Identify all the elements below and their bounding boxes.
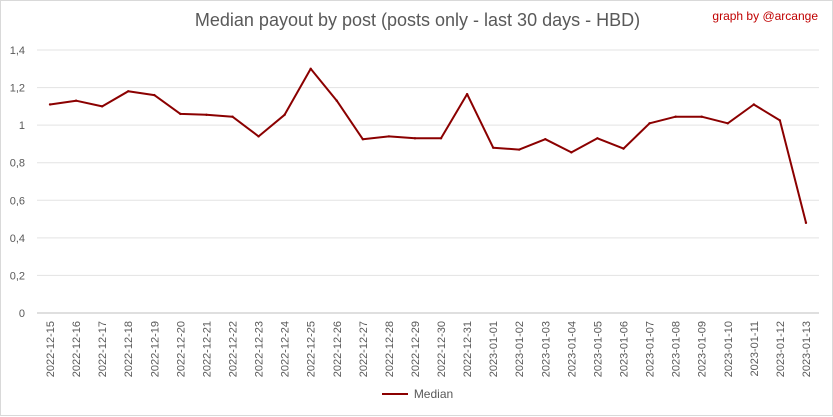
legend: Median	[1, 387, 833, 401]
series-line-1	[49, 67, 807, 224]
x-tick-label: 2022-12-21	[201, 321, 213, 377]
data-point	[335, 99, 338, 102]
chart-credit: graph by @arcange	[712, 9, 818, 23]
x-tick-label: 2022-12-15	[45, 321, 57, 377]
data-point	[205, 113, 208, 117]
x-tick-label: 2023-01-06	[619, 321, 631, 377]
data-point	[413, 137, 417, 140]
data-point	[700, 115, 703, 118]
x-tick-label: 2023-01-12	[775, 321, 787, 377]
data-point	[752, 103, 756, 106]
data-point	[153, 93, 156, 97]
x-tick-label: 2022-12-17	[97, 321, 109, 377]
data-point	[596, 137, 599, 140]
data-point	[465, 92, 469, 96]
data-point	[361, 138, 365, 141]
data-point	[100, 105, 104, 108]
data-point	[309, 67, 312, 70]
x-tick-label: 2023-01-03	[540, 321, 552, 377]
x-tick-label: 2022-12-28	[384, 321, 396, 377]
x-tick-label: 2022-12-20	[175, 321, 187, 377]
data-point	[674, 115, 677, 118]
data-point	[127, 90, 130, 93]
data-point	[387, 135, 391, 138]
data-point	[491, 146, 495, 149]
y-tick-label: 0,2	[10, 270, 25, 282]
y-tick-label: 1	[19, 120, 25, 132]
x-tick-label: 2023-01-08	[671, 321, 683, 377]
x-tick-label: 2022-12-26	[332, 321, 344, 377]
x-tick-label: 2022-12-29	[410, 321, 422, 377]
data-point	[570, 151, 573, 154]
data-point	[283, 113, 286, 117]
x-tick-label: 2022-12-27	[358, 321, 370, 377]
data-point	[778, 119, 782, 122]
data-point	[804, 221, 808, 225]
x-tick-label: 2023-01-09	[697, 321, 709, 377]
data-point	[648, 122, 651, 125]
x-tick-label: 2022-12-19	[149, 321, 161, 377]
data-point	[622, 147, 625, 150]
x-tick-label: 2022-12-18	[123, 321, 135, 377]
data-point	[518, 148, 521, 151]
x-tick-label: 2022-12-23	[254, 321, 266, 377]
x-tick-label: 2022-12-22	[228, 321, 240, 377]
x-tick-label: 2023-01-11	[749, 321, 761, 376]
x-tick-label: 2022-12-24	[280, 321, 292, 377]
data-point	[544, 138, 547, 141]
x-tick-label: 2023-01-01	[488, 321, 500, 377]
x-tick-label: 2022-12-30	[436, 321, 448, 377]
data-point	[231, 115, 234, 118]
y-tick-label: 0,6	[10, 195, 25, 207]
x-tick-label: 2023-01-02	[514, 321, 526, 377]
legend-label: Median	[413, 387, 454, 401]
x-tick-label: 2023-01-04	[566, 321, 578, 377]
data-point	[48, 103, 52, 106]
data-point	[257, 135, 260, 138]
data-point	[726, 122, 729, 125]
legend-swatch	[381, 393, 408, 395]
x-tick-label: 2022-12-31	[462, 321, 474, 377]
x-tick-label: 2023-01-05	[592, 321, 604, 377]
x-tick-label: 2023-01-10	[723, 321, 735, 377]
y-tick-label: 0	[19, 308, 25, 320]
x-tick-label: 2023-01-07	[645, 321, 657, 377]
data-point	[179, 112, 182, 116]
y-tick-label: 1,2	[10, 83, 25, 95]
y-tick-label: 1,4	[10, 45, 25, 57]
y-tick-label: 0,8	[10, 158, 25, 170]
y-tick-label: 0,4	[10, 233, 25, 245]
chart-title: Median payout by post (posts only - last…	[194, 10, 641, 30]
x-tick-label: 2023-01-13	[801, 321, 813, 377]
x-tick-label: 2022-12-25	[306, 321, 318, 377]
data-point	[74, 99, 78, 102]
x-tick-label: 2022-12-16	[71, 321, 83, 377]
data-point	[439, 137, 443, 140]
